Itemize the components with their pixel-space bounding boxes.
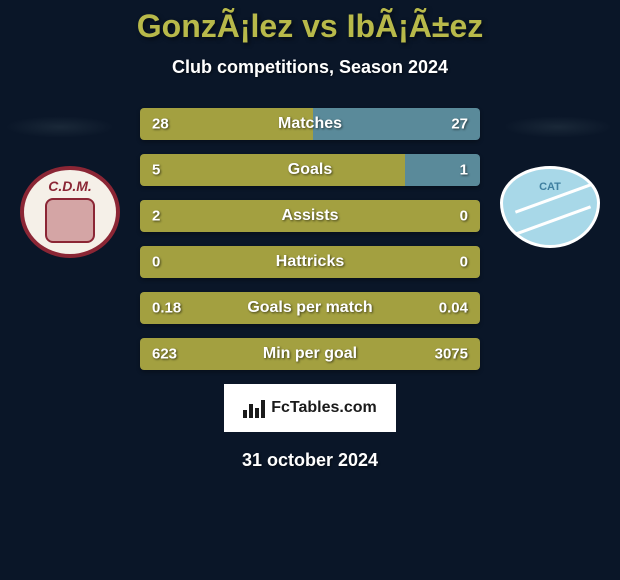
badge-cat: CAT [500,166,600,248]
stat-value-right: 3075 [435,346,468,363]
team-left-shadow [5,116,115,138]
stat-label: Assists [282,207,339,225]
stat-value-right: 0 [460,254,468,271]
badge-cdm-text: C.D.M. [48,178,92,194]
stat-row: 623 3075 Min per goal [140,338,480,370]
badge-cdm-circle: C.D.M. [20,166,120,258]
stat-value-left: 2 [152,208,160,225]
stat-value-right: 0 [460,208,468,225]
stat-value-left: 5 [152,162,160,179]
fctables-text: FcTables.com [271,399,377,417]
stat-label: Hattricks [276,253,344,271]
stat-value-left: 623 [152,346,177,363]
stat-rows: 28 27 Matches 5 1 Goals 2 0 Assists 0 0 Hattricks 0.… [140,108,480,370]
stat-label: Min per goal [263,345,357,363]
chart-icon [243,398,265,418]
fctables-badge[interactable]: FcTables.com [224,384,396,432]
badge-cdm-inner-icon [45,198,95,243]
stat-value-right: 27 [451,116,468,133]
stat-label: Goals [288,161,332,179]
main-container: GonzÃ¡lez vs IbÃ¡Ã±ez Club competitions,… [0,0,620,471]
badge-cdm: C.D.M. [20,166,120,258]
team-right-logo: CAT [500,166,600,258]
stat-value-left: 28 [152,116,169,133]
stat-row: 0.18 0.04 Goals per match [140,292,480,324]
team-right-shadow [503,116,613,138]
stat-value-left: 0 [152,254,160,271]
badge-cat-shield: CAT [500,166,600,248]
stat-bar-left [140,154,405,186]
date-text: 31 october 2024 [0,450,620,471]
stat-value-right: 1 [460,162,468,179]
stat-bar-right [405,154,480,186]
stat-value-left: 0.18 [152,300,181,317]
stat-label: Matches [278,115,342,133]
stat-row: 28 27 Matches [140,108,480,140]
badge-cat-text: CAT [539,181,561,193]
subtitle: Club competitions, Season 2024 [0,57,620,78]
page-title: GonzÃ¡lez vs IbÃ¡Ã±ez [0,8,620,45]
stats-area: C.D.M. CAT 2827Matches51Goals20Assists00… [0,108,620,370]
stat-row: 2 0 Assists [140,200,480,232]
stat-row: 5 1 Goals [140,154,480,186]
stat-row: 0 0 Hattricks [140,246,480,278]
stat-value-right: 0.04 [439,300,468,317]
stat-label: Goals per match [247,299,372,317]
team-left-logo: C.D.M. [20,166,120,258]
